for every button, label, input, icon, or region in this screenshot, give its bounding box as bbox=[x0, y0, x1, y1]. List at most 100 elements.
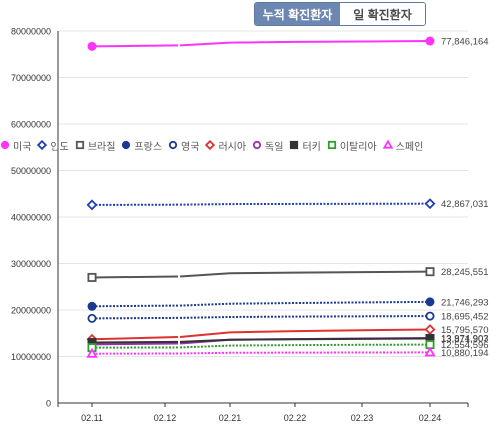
series-line bbox=[179, 270, 431, 278]
data-point-marker bbox=[87, 272, 97, 282]
legend-marker-shape bbox=[75, 140, 84, 150]
legend-label: 영국 bbox=[181, 141, 200, 153]
end-value-label: 15,795,570 bbox=[441, 325, 489, 336]
series-3 bbox=[87, 267, 435, 282]
data-point-marker bbox=[425, 267, 435, 277]
legend-item[interactable]: 프랑스 bbox=[121, 138, 162, 153]
data-point-marker bbox=[86, 199, 98, 211]
legend-marker-icon bbox=[205, 140, 216, 150]
end-value-label: 13,871,907 bbox=[441, 334, 489, 345]
x-tick-label: 02.23 bbox=[351, 413, 374, 423]
legend-item[interactable]: 브라질 bbox=[75, 138, 116, 153]
series-line bbox=[179, 351, 431, 355]
series-line bbox=[179, 300, 431, 307]
series-line bbox=[91, 340, 179, 344]
series-line bbox=[179, 40, 431, 47]
legend-label: 터키 bbox=[302, 141, 321, 153]
data-point-marker bbox=[87, 301, 97, 311]
legend-item[interactable]: 터키 bbox=[289, 138, 321, 153]
series-10 bbox=[86, 346, 436, 358]
data-point-marker bbox=[425, 311, 435, 321]
legend-marker-shape bbox=[168, 140, 178, 150]
series-line bbox=[91, 275, 179, 279]
legend-item[interactable]: 러시아 bbox=[205, 138, 246, 153]
legend-label: 러시아 bbox=[218, 141, 247, 153]
y-tick-label: 20000000 bbox=[11, 306, 51, 316]
series-2 bbox=[86, 198, 436, 211]
legend-label: 프랑스 bbox=[134, 141, 163, 153]
series-4 bbox=[87, 297, 435, 311]
legend-marker-icon bbox=[252, 140, 262, 150]
legend-label: 브라질 bbox=[87, 141, 116, 153]
series-line bbox=[91, 304, 179, 308]
y-tick-label: 80000000 bbox=[11, 27, 51, 37]
legend-label: 독일 bbox=[265, 141, 284, 153]
y-tick-label: 70000000 bbox=[11, 73, 51, 83]
legend-marker-shape bbox=[382, 140, 393, 149]
tab-cumulative-cases[interactable]: 누적 확진환자 bbox=[255, 3, 340, 25]
legend-marker-icon bbox=[122, 140, 131, 150]
end-value-label: 42,867,031 bbox=[441, 199, 489, 210]
data-point-marker bbox=[424, 324, 436, 336]
data-point-marker bbox=[86, 347, 98, 358]
data-point-marker bbox=[87, 41, 97, 51]
legend-marker-shape bbox=[205, 140, 216, 150]
series-line bbox=[179, 328, 431, 338]
legend-marker-icon bbox=[327, 140, 336, 150]
end-value-label: 77,846,164 bbox=[441, 37, 489, 48]
x-tick-label: 02.21 bbox=[219, 413, 242, 423]
legend-item[interactable]: 이탈리아 bbox=[327, 138, 377, 153]
legend-item[interactable]: 미국 bbox=[0, 138, 31, 153]
end-value-label: 18,695,452 bbox=[441, 312, 489, 323]
tab-daily-cases[interactable]: 일 확진환자 bbox=[340, 3, 425, 25]
legend-marker-shape bbox=[290, 140, 299, 150]
data-point-marker bbox=[424, 346, 436, 357]
legend-marker-shape bbox=[122, 140, 131, 150]
end-value-label: 12,554,596 bbox=[441, 340, 489, 351]
data-point-marker bbox=[425, 36, 435, 46]
data-point-marker bbox=[424, 198, 436, 210]
x-tick-label: 02.24 bbox=[419, 413, 442, 423]
y-tick-label: 0 bbox=[46, 399, 51, 409]
series-line bbox=[179, 343, 431, 349]
y-tick-label: 10000000 bbox=[11, 352, 51, 362]
y-tick-label: 60000000 bbox=[11, 120, 51, 130]
legend-item[interactable]: 인도 bbox=[37, 138, 69, 153]
x-tick-label: 02.12 bbox=[154, 413, 177, 423]
end-value-label: 13,974,903 bbox=[441, 334, 489, 345]
legend-marker-icon bbox=[37, 140, 48, 150]
end-value-label: 10,880,194 bbox=[441, 348, 489, 359]
y-tick-label: 30000000 bbox=[11, 259, 51, 269]
legend-marker-shape bbox=[37, 140, 48, 150]
legend-label: 스페인 bbox=[395, 141, 424, 153]
legend-marker-shape bbox=[0, 140, 10, 150]
series-line bbox=[179, 315, 431, 319]
legend-label: 미국 bbox=[13, 141, 32, 153]
chart-legend: 미국 인도 브라질 프랑스 영국 러시아 독일 터키 이탈리아 스페인 bbox=[0, 136, 500, 154]
series-line bbox=[91, 342, 179, 346]
legend-label: 이탈리아 bbox=[339, 141, 377, 153]
y-tick-label: 50000000 bbox=[11, 166, 51, 176]
legend-marker-icon bbox=[0, 140, 10, 150]
legend-label: 인도 bbox=[50, 141, 69, 153]
end-value-label: 28,245,551 bbox=[441, 267, 489, 278]
series-1 bbox=[87, 36, 435, 51]
series-5 bbox=[87, 311, 435, 323]
series-line bbox=[91, 335, 179, 341]
series-line bbox=[91, 44, 179, 48]
legend-item[interactable]: 영국 bbox=[168, 138, 199, 153]
chart-tab-group: 누적 확진환자 일 확진환자 bbox=[254, 2, 426, 26]
legend-marker-shape bbox=[252, 140, 262, 150]
data-point-marker bbox=[87, 313, 97, 323]
legend-marker-icon bbox=[290, 140, 299, 150]
y-tick-label: 40000000 bbox=[11, 213, 51, 223]
legend-item[interactable]: 독일 bbox=[252, 138, 283, 153]
x-tick-label: 02.22 bbox=[284, 413, 307, 423]
legend-item[interactable]: 스페인 bbox=[382, 138, 424, 153]
series-6 bbox=[86, 324, 436, 345]
legend-marker-icon bbox=[382, 140, 393, 149]
x-tick-label: 02.11 bbox=[81, 413, 103, 423]
end-value-label: 21,746,293 bbox=[441, 297, 489, 308]
series-line bbox=[179, 337, 431, 343]
